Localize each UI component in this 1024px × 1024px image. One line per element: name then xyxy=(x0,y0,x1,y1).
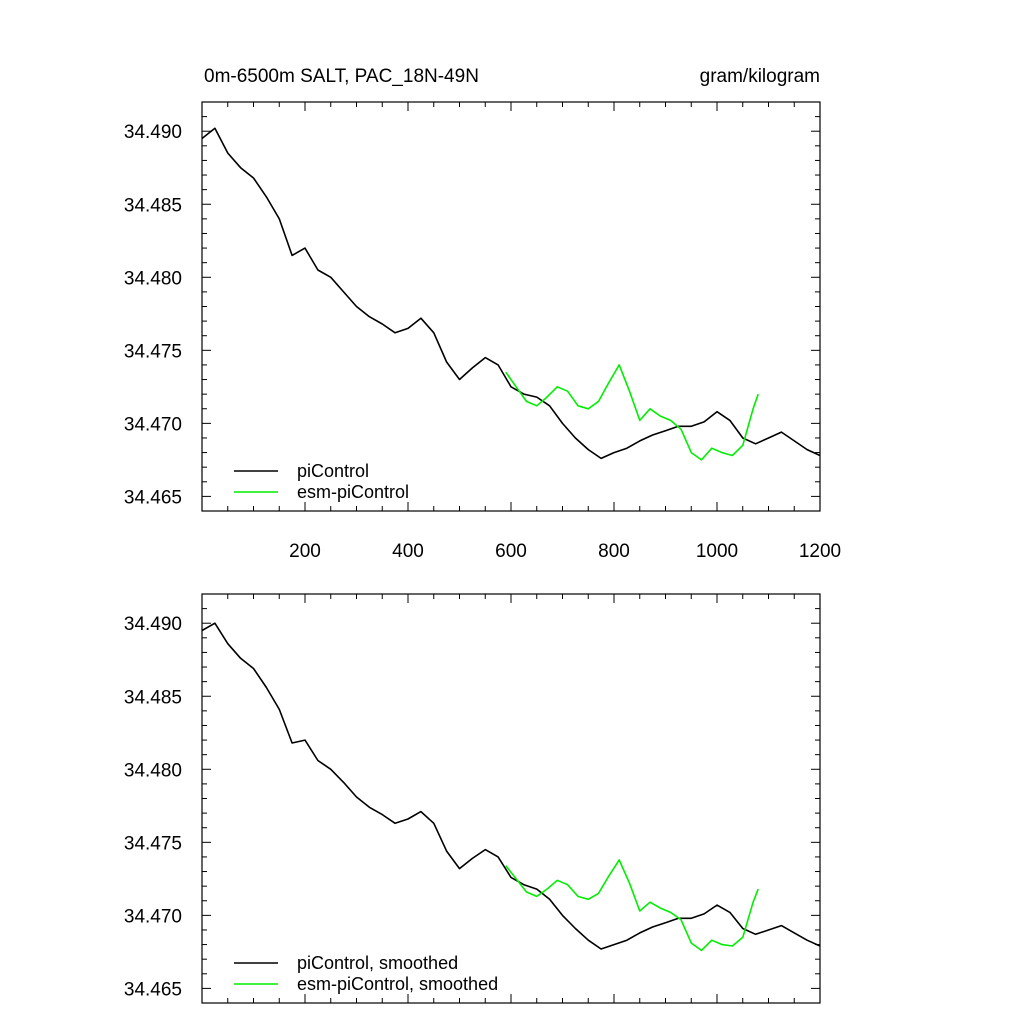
legend-label: piControl, smoothed xyxy=(297,953,458,973)
chart-title: 0m-6500m SALT, PAC_18N-49N xyxy=(204,66,479,87)
bottom-plot-panel: 34.490 34.485 34.480 34.475 34.470 34.465 piCo… xyxy=(124,593,821,1004)
x-tick-label: 1200 xyxy=(799,541,841,562)
chart-units: gram/kilogram xyxy=(700,66,820,87)
series-line-esm-picontrol xyxy=(505,859,759,952)
x-tick-label: 1000 xyxy=(696,541,738,562)
legend-label: esm-piControl, smoothed xyxy=(297,974,498,994)
y-tick-label: 34.465 xyxy=(124,979,182,1000)
y-tick-label: 34.485 xyxy=(124,687,182,708)
legend-label: esm-piControl xyxy=(297,482,409,502)
y-tick-label: 34.485 xyxy=(124,195,182,216)
y-tick-label: 34.480 xyxy=(124,268,182,289)
y-tick-label: 34.480 xyxy=(124,760,182,781)
series-line-esm-picontrol xyxy=(505,364,759,461)
x-tick-label: 600 xyxy=(495,541,527,562)
y-tick-label: 34.490 xyxy=(124,122,182,143)
x-tick-label: 400 xyxy=(392,541,424,562)
series-line-picontrol xyxy=(201,127,821,460)
x-tick-label: 200 xyxy=(289,541,321,562)
y-tick-label: 34.475 xyxy=(124,341,182,362)
x-tick-label: 800 xyxy=(598,541,630,562)
plot-frame xyxy=(201,101,821,512)
y-tick-label: 34.470 xyxy=(124,414,182,435)
y-tick-label: 34.465 xyxy=(124,487,182,508)
y-tick-label: 34.475 xyxy=(124,833,182,854)
series-line-picontrol xyxy=(201,622,821,950)
y-tick-label: 34.490 xyxy=(124,614,182,635)
legend-label: piControl xyxy=(297,461,369,481)
plot-frame xyxy=(201,593,821,1004)
top-plot-panel: 34.490 34.485 34.480 34.475 34.470 34.465 200 4… xyxy=(124,101,841,562)
y-tick-label: 34.470 xyxy=(124,906,182,927)
